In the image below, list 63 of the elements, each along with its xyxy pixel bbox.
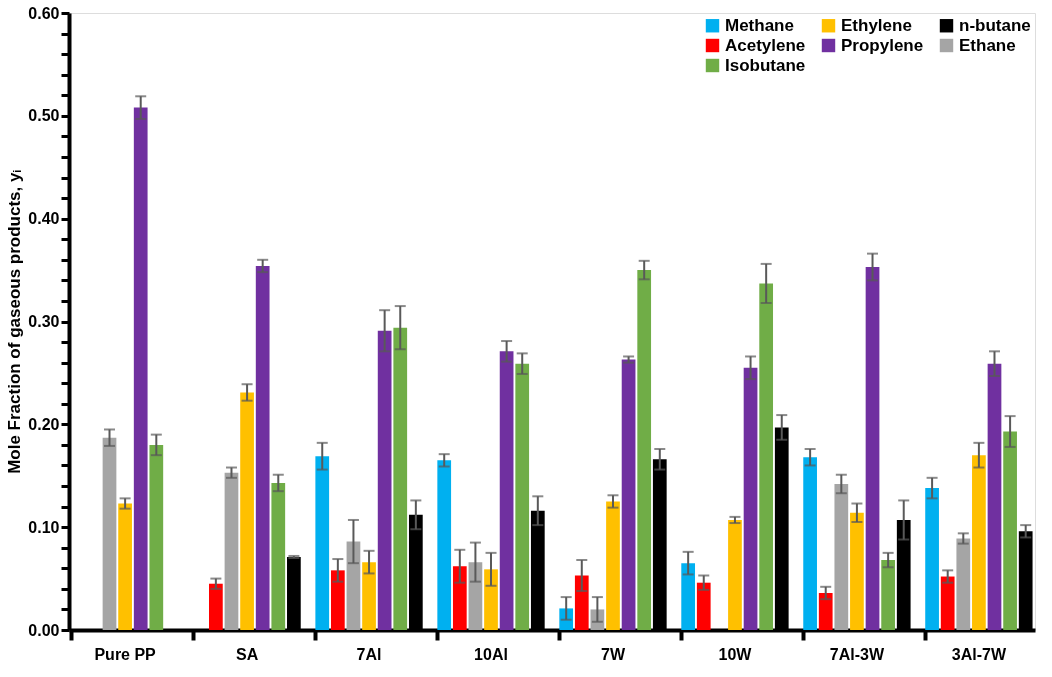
bar: [346, 541, 361, 630]
legend-label: Ethane: [959, 35, 1016, 55]
bar: [696, 582, 711, 630]
bar: [484, 569, 498, 630]
y-tick-label: 0.00: [28, 621, 60, 639]
legend-label: Acetylene: [725, 35, 806, 55]
x-tick-label: Pure PP: [94, 645, 157, 663]
bar: [437, 460, 452, 630]
bar: [574, 575, 589, 630]
y-tick-label: 0.60: [28, 4, 60, 22]
bar: [499, 351, 514, 630]
bar: [940, 576, 955, 630]
legend-label: Ethylene: [841, 15, 912, 35]
y-tick-label: 0.10: [28, 518, 60, 536]
bar: [881, 560, 895, 630]
bar: [850, 512, 864, 630]
bar: [315, 456, 330, 630]
bar: [452, 566, 467, 630]
bar: [118, 503, 132, 630]
legend-label: n-butane: [959, 15, 1031, 35]
bar: [606, 501, 620, 630]
legend-label: Methane: [725, 15, 794, 35]
x-tick-label: 10W: [718, 645, 753, 663]
bar: [362, 562, 376, 630]
bar: [102, 437, 117, 630]
bar: [925, 488, 939, 630]
y-axis-title: Mole Fraction of gaseous products, yᵢ: [5, 170, 25, 474]
bar: [330, 570, 345, 630]
bar: [759, 283, 774, 630]
bar: [255, 265, 270, 630]
y-tick-label: 0.30: [28, 313, 60, 330]
bar: [515, 363, 530, 630]
x-tick-label: 10Al: [474, 645, 508, 663]
x-tick-label: SA: [235, 645, 259, 663]
bar: [972, 455, 986, 630]
bar: [803, 457, 817, 630]
bar: [149, 444, 164, 630]
x-tick-label: 7Al-3W: [829, 645, 885, 663]
bar: [1003, 431, 1017, 630]
bar: [818, 592, 833, 630]
bar: [865, 267, 880, 630]
bar: [224, 472, 239, 630]
bar: [133, 107, 148, 630]
legend-label: Propylene: [841, 35, 924, 55]
y-tick-label: 0.20: [28, 415, 60, 433]
bar: [987, 363, 1002, 630]
bar: [834, 483, 849, 630]
bar: [681, 563, 696, 630]
bar: [393, 327, 408, 630]
bar: [271, 482, 286, 630]
legend-label: Isobutane: [725, 55, 806, 75]
bar: [468, 562, 483, 630]
y-tick-label: 0.40: [28, 210, 60, 228]
bar: [637, 270, 652, 630]
bar: [240, 392, 254, 630]
x-tick-label: 7Al: [356, 645, 382, 663]
bar: [956, 538, 971, 630]
x-tick-label: 3Al-7W: [951, 645, 1007, 663]
x-tick-label: 7W: [600, 645, 626, 663]
bar: [743, 367, 758, 630]
y-tick-label: 0.50: [28, 107, 60, 125]
bar: [209, 583, 223, 630]
bar: [377, 330, 392, 630]
